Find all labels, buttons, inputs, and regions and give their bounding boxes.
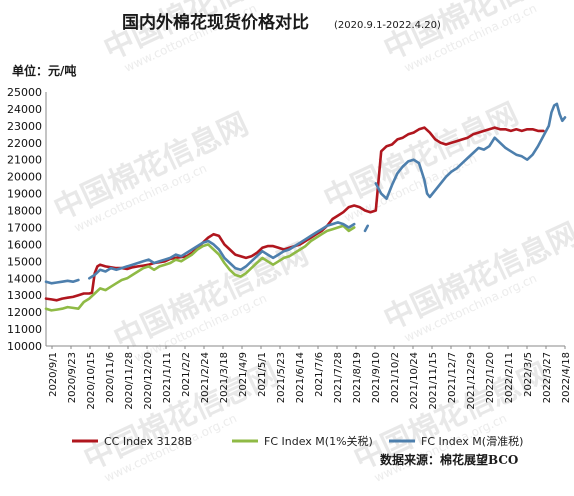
- series-line-3: [374, 102, 567, 200]
- y-tick-label: 17000: [7, 221, 42, 234]
- x-tick-label: 2021/8/19: [352, 352, 363, 403]
- x-tick-label: 2021/12/29: [466, 352, 477, 410]
- x-tick-label: 2021/7/6: [314, 352, 325, 397]
- watermark-brand: 中国棉花信息网: [379, 217, 574, 337]
- y-axis-unit-label: 单位：元/吨: [12, 63, 76, 78]
- y-tick-label: 15000: [7, 255, 42, 268]
- chart-title: 国内外棉花现货价格对比: [122, 12, 309, 33]
- x-tick-label: 2022/3/5: [523, 352, 534, 397]
- x-tick-label: 2020/11/6: [105, 352, 116, 403]
- x-tick-label: 2021/7/28: [333, 352, 344, 403]
- y-tick-label: 13000: [7, 289, 42, 302]
- series-line-3: [44, 278, 80, 285]
- x-tick-label: 2021/11/15: [428, 352, 439, 410]
- series-line-3: [88, 221, 356, 280]
- x-tick-label: 2021/12/7: [447, 352, 458, 403]
- y-tick-label: 20000: [7, 171, 42, 184]
- y-tick-label: 24000: [7, 103, 42, 116]
- legend-label-1: CC Index 3128B: [104, 435, 192, 448]
- y-tick-label: 22000: [7, 137, 42, 150]
- x-tick-label: 2022/4/18: [561, 352, 572, 403]
- y-tick-label: 19000: [7, 188, 42, 201]
- watermark-brand: 中国棉花信息网: [319, 97, 524, 217]
- series-layer: [44, 102, 567, 312]
- legend-label-2: FC Index M(1%关税): [264, 434, 373, 448]
- x-tick-label: 2021/2/24: [200, 352, 211, 403]
- series-line-2: [44, 224, 356, 312]
- x-tick-label: 2021/5/23: [276, 352, 287, 403]
- y-tick-label: 25000: [7, 86, 42, 99]
- x-tick-label: 2021/2/2: [181, 352, 192, 397]
- x-tick-label: 2021/10/24: [409, 352, 420, 410]
- x-tick-label: 2022/2/11: [504, 352, 515, 403]
- y-tick-label: 23000: [7, 120, 42, 133]
- y-tick-label: 11000: [7, 323, 42, 336]
- x-tick-label: 2020/9/23: [67, 352, 78, 403]
- legend-label-3: FC Index M(滑准税): [421, 434, 523, 448]
- x-tick-label: 2021/1/11: [162, 352, 173, 403]
- y-tick-label: 14000: [7, 272, 42, 285]
- x-tick-label: 2020/9/1: [48, 352, 59, 397]
- x-tick-label: 2020/12/20: [143, 352, 154, 410]
- y-tick-label: 10000: [7, 340, 42, 353]
- axes: 10000 11000 12000 13000 14000 15000 16000 17000…: [7, 86, 572, 410]
- y-tick-label: 18000: [7, 205, 42, 218]
- watermark-brand: 中国棉花信息网: [109, 237, 314, 357]
- x-tick-label: 2021/10/2: [390, 352, 401, 403]
- y-tick-label: 16000: [7, 238, 42, 251]
- x-tick-label: 2021/4/9: [238, 352, 249, 397]
- x-tick-label: 2021/3/18: [219, 352, 230, 403]
- x-tick-label: 2020/11/28: [124, 352, 135, 410]
- x-tick-label: 2022/1/20: [485, 352, 496, 403]
- chart-subtitle: (2020.9.1-2022.4.20): [334, 20, 441, 31]
- y-tick-label: 12000: [7, 306, 42, 319]
- y-tick-label: 21000: [7, 154, 42, 167]
- data-source-note: 数据来源：棉花展望BCO: [380, 452, 518, 467]
- series-line-3: [363, 224, 369, 233]
- legend: CC Index 3128B FC Index M(1%关税) FC Index M…: [72, 434, 523, 448]
- watermark-brand: 中国棉花信息网: [49, 107, 254, 227]
- x-tick-label: 2021/9/10: [371, 352, 382, 403]
- x-tick-label: 2020/10/15: [86, 352, 97, 410]
- x-tick-label: 2022/3/27: [542, 352, 553, 403]
- x-tick-label: 2021/6/14: [295, 352, 306, 403]
- x-tick-label: 2021/5/1: [257, 352, 268, 397]
